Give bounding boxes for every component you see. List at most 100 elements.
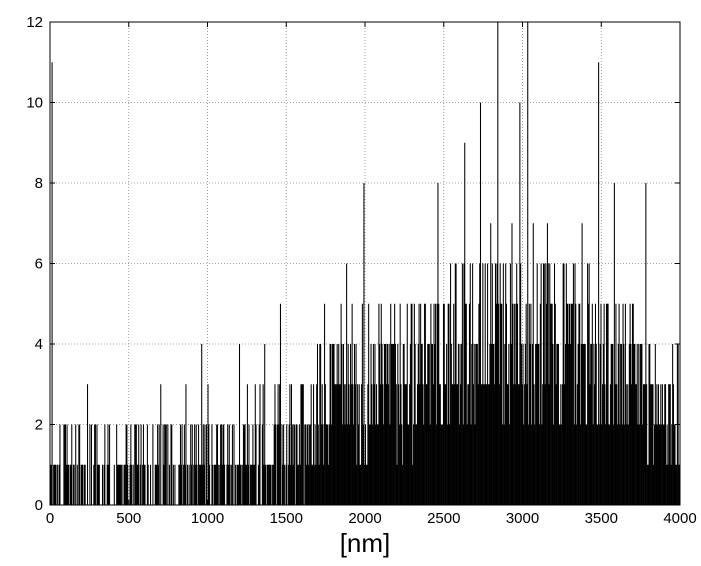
histogram-bar (317, 424, 319, 505)
histogram-bar (668, 384, 671, 505)
histogram-bar (453, 384, 456, 505)
histogram-bar (583, 344, 585, 505)
histogram-bar (264, 464, 267, 505)
histogram-bar (308, 464, 310, 505)
histogram-bar (53, 464, 55, 505)
histogram-bar (542, 384, 544, 505)
histogram-bar (620, 344, 622, 505)
histogram-bar (142, 464, 144, 505)
histogram-bar (664, 384, 666, 505)
histogram-bar (498, 384, 500, 505)
histogram-bar (202, 424, 204, 505)
histogram-bar (548, 384, 550, 505)
histogram-bar (565, 344, 567, 505)
histogram-bar (509, 263, 511, 505)
histogram-bar (194, 424, 196, 505)
histogram-bar (132, 464, 134, 505)
histogram-bar (207, 384, 209, 505)
histogram-bar (450, 263, 452, 505)
histogram-bar (433, 303, 435, 505)
histogram-bar (445, 384, 447, 505)
histogram-bar (555, 384, 557, 505)
histogram-bar (302, 384, 304, 505)
histogram-bar (461, 263, 463, 505)
histogram-bar (578, 303, 580, 505)
histogram-bar (600, 303, 602, 505)
histogram-bar (640, 344, 642, 505)
histogram-bar (170, 424, 172, 505)
histogram-bar (196, 464, 198, 505)
histogram-bar (345, 384, 347, 505)
histogram-bar (398, 424, 400, 505)
histogram-bar (384, 344, 386, 505)
histogram-bar (646, 464, 648, 505)
histogram-bar (157, 464, 159, 505)
histogram-bar (333, 344, 335, 505)
histogram-bar (84, 464, 86, 505)
histogram-bar (355, 344, 357, 505)
histogram-bar (287, 464, 289, 505)
histogram-bar (609, 384, 611, 505)
histogram-bar (676, 464, 678, 505)
histogram-bar (585, 424, 587, 505)
histogram-bar (559, 424, 561, 505)
histogram-bar (279, 303, 281, 505)
histogram-bar (109, 424, 111, 505)
histogram-bar (428, 344, 430, 505)
histogram-bar (518, 384, 520, 505)
histogram-bar (666, 424, 668, 505)
histogram-bar (463, 263, 465, 505)
histogram-bar (358, 384, 360, 505)
histogram-bar (568, 303, 570, 505)
histogram-bar (361, 384, 363, 505)
histogram-bar (652, 384, 654, 505)
histogram-bar (531, 424, 533, 505)
histogram-bar (253, 464, 255, 505)
histogram-bar (383, 424, 385, 505)
histogram-bar (357, 384, 359, 505)
histogram-bar (546, 303, 548, 505)
histogram-bar (390, 344, 393, 505)
histogram-bar (362, 424, 364, 505)
histogram-bar (561, 424, 563, 505)
histogram-bar (385, 344, 387, 505)
histogram-bar (119, 464, 121, 505)
histogram-bar (481, 384, 483, 505)
histogram-bar (626, 424, 628, 505)
histogram-bar (118, 464, 120, 505)
histogram-bar (643, 384, 645, 505)
histogram-bar (293, 424, 295, 505)
histogram-bar (628, 424, 630, 505)
histogram-bar (395, 384, 397, 505)
histogram-bar (135, 424, 137, 505)
histogram-bar (282, 464, 284, 505)
histogram-bar (598, 424, 600, 505)
histogram-bar (644, 384, 646, 505)
histogram-bar (279, 384, 281, 505)
histogram-bar (430, 303, 432, 505)
histogram-bar (142, 424, 144, 505)
histogram-bar (502, 424, 504, 505)
histogram-bar (406, 303, 408, 505)
histogram-bar (525, 303, 527, 505)
histogram-bar (57, 464, 59, 505)
histogram-bar (178, 464, 180, 505)
histogram-bar (208, 424, 210, 505)
histogram-bar (71, 424, 73, 505)
histogram-bar (449, 424, 451, 505)
histogram-bar (143, 464, 145, 505)
histogram-bar (108, 464, 110, 505)
x-tick-label: 3000 (506, 510, 539, 527)
histogram-bar (179, 464, 181, 505)
histogram-bar (332, 344, 334, 505)
histogram-bar (220, 424, 222, 505)
histogram-bar (662, 424, 664, 505)
histogram-bar (242, 464, 244, 505)
histogram-bar (521, 384, 523, 505)
histogram-bar (130, 424, 132, 505)
histogram-bar (634, 344, 636, 505)
histogram-bar (375, 424, 377, 505)
histogram-bar (530, 303, 532, 505)
histogram-bar (53, 464, 55, 505)
histogram-bar (487, 384, 489, 505)
